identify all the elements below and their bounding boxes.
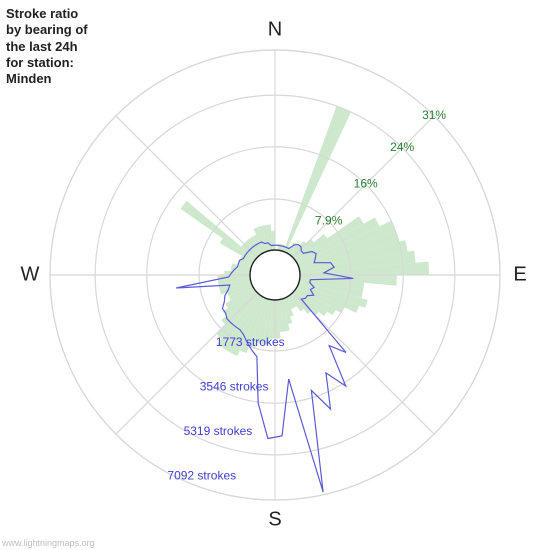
cardinal-n: N — [268, 19, 282, 42]
cardinal-e: E — [513, 264, 526, 287]
svg-text:31%: 31% — [422, 108, 446, 122]
svg-text:7092 strokes: 7092 strokes — [167, 468, 236, 482]
svg-text:24%: 24% — [390, 140, 414, 154]
polar-chart: Stroke ratio by bearing of the last 24h … — [0, 0, 550, 550]
chart-title: Stroke ratio by bearing of the last 24h … — [6, 6, 88, 87]
svg-text:3546 strokes: 3546 strokes — [200, 380, 269, 394]
svg-text:5319 strokes: 5319 strokes — [184, 424, 253, 438]
attribution: www.lightningmaps.org — [2, 538, 95, 548]
svg-text:1773 strokes: 1773 strokes — [216, 335, 285, 349]
cardinal-w: W — [21, 264, 40, 287]
svg-text:7.9%: 7.9% — [315, 213, 343, 227]
cardinal-s: S — [268, 509, 281, 532]
svg-text:16%: 16% — [354, 177, 378, 191]
